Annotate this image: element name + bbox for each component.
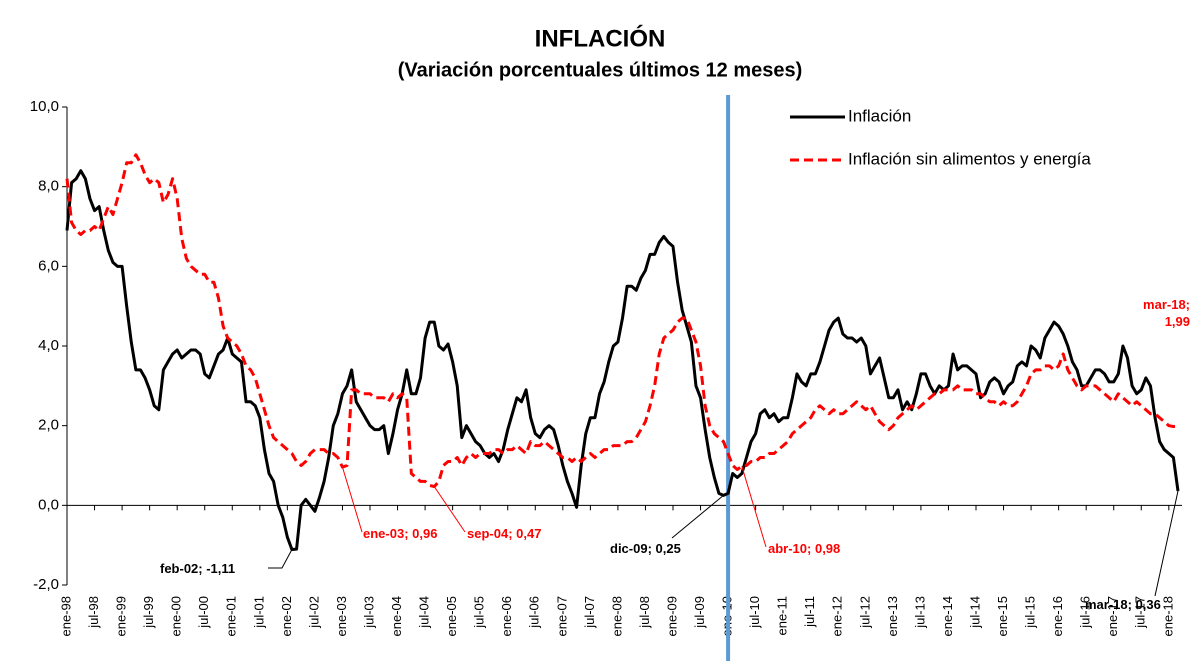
x-tick-label: jul-01: [251, 596, 266, 629]
annotation-leader: [268, 549, 293, 569]
x-tick-label: ene-15: [995, 596, 1010, 636]
y-tick-label: 0,0: [38, 496, 59, 513]
x-tick-label: ene-09: [664, 596, 679, 636]
x-tick-label: jul-00: [196, 596, 211, 629]
x-tick-label: jul-15: [1023, 596, 1038, 629]
annotation-leader: [671, 494, 724, 539]
x-tick-label: ene-00: [169, 596, 184, 636]
x-tick-label: ene-02: [279, 596, 294, 636]
x-tick-label: jul-04: [417, 596, 432, 629]
annotation: abr-10; 0,98: [768, 541, 841, 556]
x-tick-label: ene-06: [499, 596, 514, 636]
x-tick-label: ene-04: [389, 596, 404, 636]
annotation-leader: [341, 466, 363, 533]
x-tick-label: ene-03: [334, 596, 349, 636]
x-tick-label: jul-09: [692, 596, 707, 629]
x-tick-label: ene-01: [224, 596, 239, 636]
x-tick-label: ene-99: [114, 596, 129, 636]
x-tick-label: ene-98: [58, 596, 73, 636]
x-tick-label: ene-12: [830, 596, 845, 636]
annotation: mar-18; 0,36: [1085, 597, 1161, 612]
chart-title: INFLACIÓN: [535, 24, 666, 52]
legend-label: Inflación: [848, 106, 911, 125]
x-tick-label: jul-17: [1133, 596, 1148, 629]
y-tick-label: 6,0: [38, 257, 59, 274]
annotation-leader: [433, 486, 466, 533]
annotation-leader: [741, 466, 767, 548]
x-tick-label: jul-03: [361, 596, 376, 629]
x-tick-label: jul-08: [637, 596, 652, 629]
y-tick-label: 8,0: [38, 178, 59, 195]
annotation: ene-03; 0,96: [363, 526, 438, 541]
annotation: dic-09; 0,25: [610, 541, 681, 556]
annotation: feb-02; -1,11: [160, 561, 236, 576]
x-tick-label: jul-99: [141, 596, 156, 629]
x-tick-label: ene-17: [1105, 596, 1120, 636]
y-tick-label: -2,0: [33, 576, 59, 593]
x-tick-label: ene-16: [1050, 596, 1065, 636]
x-tick-label: jul-16: [1078, 596, 1093, 629]
annotation: sep-04; 0,47: [467, 526, 542, 541]
y-tick-label: 10,0: [30, 98, 59, 115]
x-tick-label: ene-08: [609, 596, 624, 636]
y-tick-label: 2,0: [38, 417, 59, 434]
chart-subtitle: (Variación porcentuales últimos 12 meses…: [398, 59, 803, 81]
x-tick-label: ene-13: [885, 596, 900, 636]
x-tick-label: jul-14: [967, 596, 982, 629]
x-tick-label: ene-18: [1160, 596, 1175, 636]
x-tick-label: ene-05: [444, 596, 459, 636]
x-tick-label: jul-12: [857, 596, 872, 629]
x-tick-label: jul-06: [527, 596, 542, 629]
x-tick-label: jul-10: [747, 596, 762, 629]
x-tick-label: jul-05: [472, 596, 487, 629]
x-tick-label: ene-11: [775, 596, 790, 636]
x-tick-label: jul-02: [306, 596, 321, 629]
x-tick-label: jul-13: [912, 596, 927, 629]
x-tick-label: jul-98: [86, 596, 101, 629]
series-line: [65, 153, 1179, 489]
legend-label: Inflación sin alimentos y energía: [848, 149, 1091, 168]
x-tick-label: jul-11: [802, 596, 817, 628]
annotation-leader: [1154, 490, 1179, 597]
series-line: [65, 169, 1180, 552]
x-tick-label: ene-14: [940, 596, 955, 636]
x-tick-label: ene-07: [554, 596, 569, 636]
annotation: mar-18; 1,99: [1143, 297, 1190, 329]
x-tick-label: jul-07: [582, 596, 597, 629]
y-tick-label: 4,0: [38, 337, 59, 354]
